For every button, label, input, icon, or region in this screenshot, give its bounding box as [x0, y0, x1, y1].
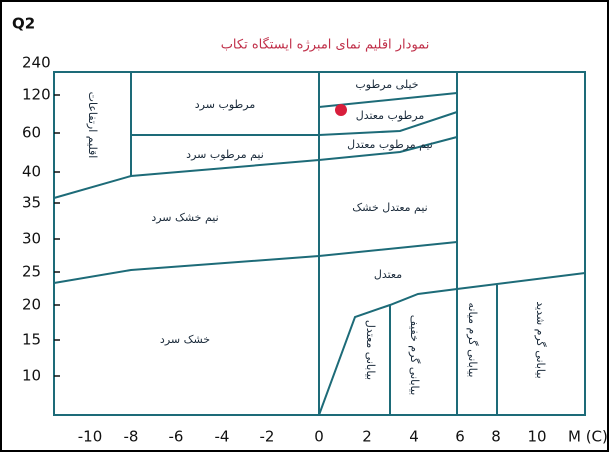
region-label: بیابانی گرم خفیف [408, 315, 421, 396]
y-tick-label: 60 [22, 124, 41, 142]
region-label: خشک سرد [160, 333, 210, 346]
x-axis-label: M (C) [568, 428, 608, 446]
y-tick-label: 40 [22, 163, 41, 181]
x-tick-label: -10 [78, 428, 103, 446]
y-tick-label: 15 [22, 331, 41, 349]
region-label: اقلیم ارتفاعات [86, 92, 99, 159]
x-tick-label: 4 [409, 428, 419, 446]
region-label: نیم مرطوب سرد [186, 148, 264, 161]
region-label: نیم مرطوب معتدل [347, 138, 433, 151]
y-tick-label: 25 [22, 263, 41, 281]
region-label: مرطوب سرد [195, 98, 256, 111]
region-label: نیم خشک سرد [151, 211, 218, 224]
chart-title: نمودار اقلیم نمای امبرژه ایستگاه تکاب [221, 37, 430, 53]
y-tick-label: 240 [22, 54, 51, 72]
x-tick-label: 10 [527, 428, 546, 446]
x-tick-label: 8 [491, 428, 501, 446]
station-point [335, 104, 347, 116]
region-label: مرطوب معتدل [356, 109, 425, 122]
region-label: بیابانی گرم میانه [466, 302, 479, 377]
x-tick-label: -2 [260, 428, 275, 446]
y-tick-label: 35 [22, 194, 41, 212]
boundaries [53, 71, 586, 416]
y-tick-label: 120 [22, 86, 51, 104]
region-label: خیلی مرطوب [355, 78, 418, 91]
region-label: بیابانی معتدل [364, 320, 377, 380]
x-tick-label: -8 [124, 428, 139, 446]
x-tick-label: 0 [314, 428, 324, 446]
region-label: معتدل [374, 268, 402, 281]
y-tick-label: 30 [22, 230, 41, 248]
x-tick-label: -4 [215, 428, 230, 446]
x-tick-label: 2 [362, 428, 372, 446]
x-tick-label: 6 [455, 428, 465, 446]
x-tick-label: -6 [169, 428, 184, 446]
y-tick-label: 10 [22, 367, 41, 385]
y-axis-label: Q2 [12, 15, 35, 33]
y-tick-label: 20 [22, 296, 41, 314]
region-label: بیابانی گرم شدید [534, 301, 547, 378]
region-label: نیم معتدل خشک [352, 201, 427, 214]
